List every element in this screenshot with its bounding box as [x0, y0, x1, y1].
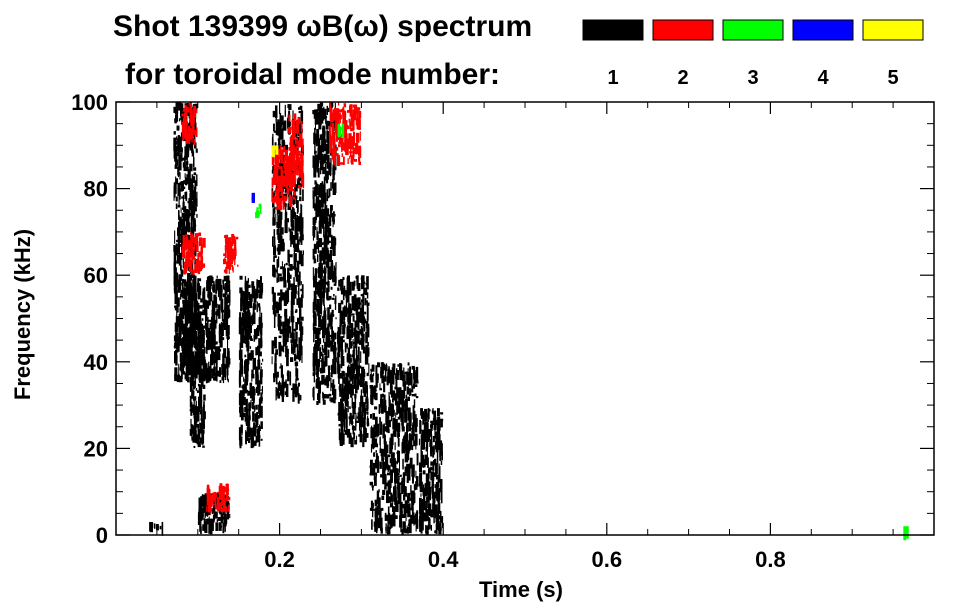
y-tick-label: 80 — [84, 177, 108, 202]
spectral-region-mode-3 — [903, 526, 909, 541]
legend-label-mode-5: 5 — [887, 67, 898, 89]
x-axis-label: Time (s) — [479, 577, 563, 602]
spectral-region-mode-3 — [337, 123, 345, 138]
axis-ticks: 0.2 0.4 0.6 0.8 0 20 40 60 80 100 — [71, 90, 934, 572]
spectral-region-mode-3 — [255, 203, 262, 219]
spectral-region-mode-2 — [288, 113, 305, 189]
x-tick-label: 0.2 — [264, 547, 295, 572]
spectral-region-mode-1 — [369, 362, 419, 535]
spectral-region-mode-2 — [181, 232, 206, 275]
chart-title: Shot 139399 ωB(ω) spectrum — [113, 10, 532, 43]
legend-label-mode-4: 4 — [817, 67, 829, 89]
legend-label-mode-2: 2 — [677, 67, 688, 89]
y-tick-label: 60 — [84, 263, 108, 288]
x-tick-label: 0.6 — [592, 547, 623, 572]
spectral-region-mode-5 — [271, 145, 279, 158]
chart-subtitle: for toroidal mode number: — [125, 58, 500, 91]
y-tick-label: 20 — [84, 436, 108, 461]
legend: 1 2 3 4 5 — [582, 19, 924, 89]
spectral-region-mode-4 — [251, 192, 255, 203]
legend-label-mode-1: 1 — [607, 67, 618, 89]
spectral-region-mode-1 — [238, 275, 264, 449]
legend-swatch-mode-5 — [862, 19, 924, 41]
x-tick-label: 0.4 — [428, 547, 459, 572]
x-tick-label: 0.8 — [755, 547, 786, 572]
spectral-region-mode-2 — [181, 102, 198, 145]
spectral-region-mode-1 — [337, 275, 370, 448]
y-tick-label: 0 — [96, 523, 108, 548]
spectral-region-mode-1 — [189, 340, 206, 448]
legend-swatch-mode-4 — [792, 19, 854, 41]
legend-swatch-mode-1 — [582, 19, 644, 41]
y-tick-label: 40 — [84, 350, 108, 375]
spectral-region-mode-2 — [328, 102, 362, 166]
legend-swatch-mode-2 — [652, 19, 714, 41]
spectral-region-mode-2 — [206, 483, 231, 513]
spectral-region-mode-1 — [181, 275, 231, 384]
spectral-region-mode-1 — [418, 408, 444, 535]
y-tick-label: 100 — [71, 90, 108, 115]
spectrum-heatmap — [149, 102, 909, 541]
spectral-region-mode-1 — [149, 522, 164, 536]
legend-label-mode-3: 3 — [747, 67, 758, 89]
y-axis-label: Frequency (kHz) — [10, 229, 35, 400]
plot-frame — [115, 101, 935, 536]
legend-swatch-mode-3 — [722, 19, 784, 41]
spectral-region-mode-2 — [223, 234, 239, 274]
